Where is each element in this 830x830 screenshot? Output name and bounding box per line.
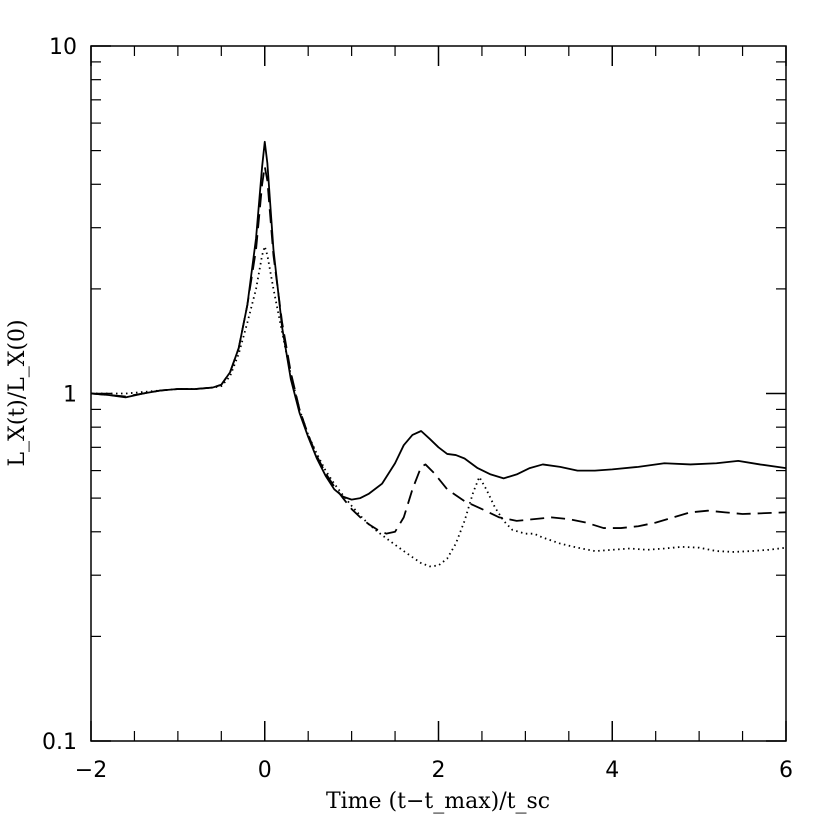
axis-tick-labels: −2 0 2 4 6 0.1 1 10 xyxy=(42,35,793,783)
series-line-dotted xyxy=(91,245,787,568)
series-line-dashed xyxy=(90,165,787,535)
y-tick-label: 0.1 xyxy=(42,730,77,755)
y-tick-label: 10 xyxy=(49,35,77,60)
x-axis-label: Time (t−t_max)/t_sc xyxy=(326,789,550,814)
series-group xyxy=(90,140,787,568)
x-tick-label: 6 xyxy=(779,758,793,783)
x-tick-label: −2 xyxy=(75,758,107,783)
x-tick-label: 2 xyxy=(432,758,446,783)
series-line-solid xyxy=(90,140,787,501)
y-axis-label: L_X(t)/L_X(0) xyxy=(5,319,30,466)
x-tick-label: 0 xyxy=(258,758,272,783)
plot-frame xyxy=(90,45,787,742)
x-tick-label: 4 xyxy=(605,758,619,783)
axis-ticks xyxy=(90,45,787,742)
y-tick-label: 1 xyxy=(63,383,77,408)
